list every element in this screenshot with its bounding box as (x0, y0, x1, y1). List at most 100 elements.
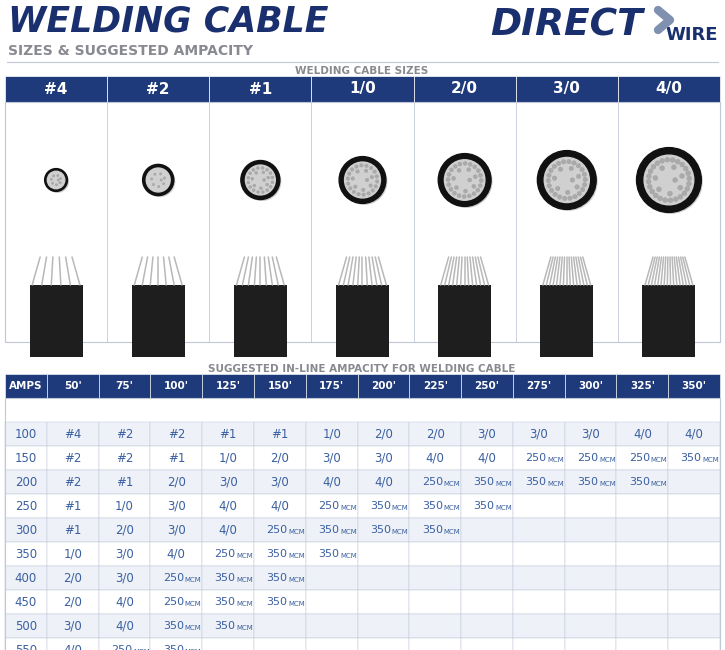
Circle shape (351, 177, 355, 180)
Text: 2/0: 2/0 (63, 595, 82, 608)
FancyBboxPatch shape (616, 374, 668, 398)
Circle shape (673, 177, 678, 183)
Circle shape (357, 192, 360, 196)
Text: MCM: MCM (289, 601, 305, 607)
Circle shape (473, 165, 477, 169)
Circle shape (365, 164, 368, 168)
Text: MCM: MCM (340, 553, 357, 559)
FancyBboxPatch shape (254, 494, 306, 518)
Text: 350: 350 (422, 501, 443, 511)
Text: AMPS: AMPS (9, 381, 43, 391)
FancyBboxPatch shape (254, 542, 306, 566)
Text: #1: #1 (116, 476, 133, 489)
Text: 350: 350 (681, 453, 702, 463)
Text: 2/0: 2/0 (63, 571, 82, 584)
FancyBboxPatch shape (306, 590, 357, 614)
Text: MCM: MCM (547, 481, 564, 487)
FancyBboxPatch shape (410, 542, 461, 566)
FancyBboxPatch shape (47, 494, 99, 518)
Circle shape (572, 161, 576, 165)
Circle shape (47, 171, 65, 188)
FancyBboxPatch shape (616, 542, 668, 566)
Circle shape (260, 187, 262, 190)
FancyBboxPatch shape (306, 374, 357, 398)
Circle shape (544, 157, 589, 203)
FancyBboxPatch shape (357, 422, 410, 446)
FancyBboxPatch shape (565, 518, 616, 542)
FancyBboxPatch shape (668, 374, 720, 398)
Text: #2: #2 (116, 452, 133, 465)
FancyBboxPatch shape (513, 590, 565, 614)
FancyBboxPatch shape (5, 374, 47, 398)
Text: 50': 50' (64, 381, 82, 391)
FancyBboxPatch shape (150, 638, 202, 650)
Text: 3/0: 3/0 (581, 428, 600, 441)
FancyBboxPatch shape (357, 446, 410, 470)
Text: MCM: MCM (444, 529, 460, 535)
Text: 350: 350 (370, 501, 391, 511)
Text: 125': 125' (215, 381, 241, 391)
Circle shape (362, 193, 365, 196)
FancyBboxPatch shape (461, 518, 513, 542)
FancyBboxPatch shape (410, 614, 461, 638)
Text: 4/0: 4/0 (63, 644, 82, 650)
FancyBboxPatch shape (254, 446, 306, 470)
Text: 2/0: 2/0 (374, 428, 393, 441)
Circle shape (476, 168, 481, 173)
FancyBboxPatch shape (513, 542, 565, 566)
Circle shape (350, 168, 354, 172)
Circle shape (447, 183, 451, 187)
Circle shape (262, 179, 265, 181)
Text: #2: #2 (64, 452, 81, 465)
Circle shape (362, 188, 365, 192)
Circle shape (569, 166, 573, 171)
Text: 350: 350 (473, 501, 494, 511)
Circle shape (550, 188, 554, 192)
FancyBboxPatch shape (410, 374, 461, 398)
Text: MCM: MCM (651, 457, 668, 463)
FancyBboxPatch shape (616, 614, 668, 638)
Text: MCM: MCM (236, 577, 253, 583)
Circle shape (637, 148, 701, 213)
Text: 250: 250 (422, 477, 443, 487)
FancyBboxPatch shape (254, 374, 306, 398)
FancyBboxPatch shape (513, 374, 565, 398)
FancyBboxPatch shape (254, 614, 306, 638)
Text: 250: 250 (629, 453, 650, 463)
Text: 3/0: 3/0 (374, 452, 393, 465)
FancyBboxPatch shape (202, 566, 254, 590)
Text: 550: 550 (14, 644, 37, 650)
Circle shape (573, 194, 577, 199)
Circle shape (458, 162, 462, 166)
Text: 250: 250 (162, 573, 184, 583)
Circle shape (46, 170, 69, 193)
Text: 250': 250' (474, 381, 500, 391)
Circle shape (450, 168, 454, 172)
Circle shape (269, 185, 272, 188)
Circle shape (344, 162, 381, 198)
Circle shape (668, 191, 673, 196)
Circle shape (356, 170, 360, 174)
Text: 250: 250 (577, 453, 598, 463)
Circle shape (570, 177, 575, 182)
FancyBboxPatch shape (99, 446, 150, 470)
FancyBboxPatch shape (357, 542, 410, 566)
Text: 400: 400 (14, 571, 37, 584)
Circle shape (452, 191, 457, 195)
FancyBboxPatch shape (210, 102, 312, 342)
Circle shape (371, 188, 375, 192)
Text: 3/0: 3/0 (553, 81, 580, 96)
Circle shape (647, 174, 651, 179)
Circle shape (160, 179, 162, 181)
Circle shape (462, 194, 466, 199)
FancyBboxPatch shape (202, 638, 254, 650)
Circle shape (257, 166, 260, 170)
Circle shape (249, 172, 252, 175)
FancyBboxPatch shape (565, 590, 616, 614)
Text: 350: 350 (370, 525, 391, 535)
Circle shape (151, 178, 153, 180)
Circle shape (660, 159, 665, 163)
FancyBboxPatch shape (202, 590, 254, 614)
Text: 450: 450 (14, 595, 37, 608)
FancyBboxPatch shape (306, 446, 357, 470)
